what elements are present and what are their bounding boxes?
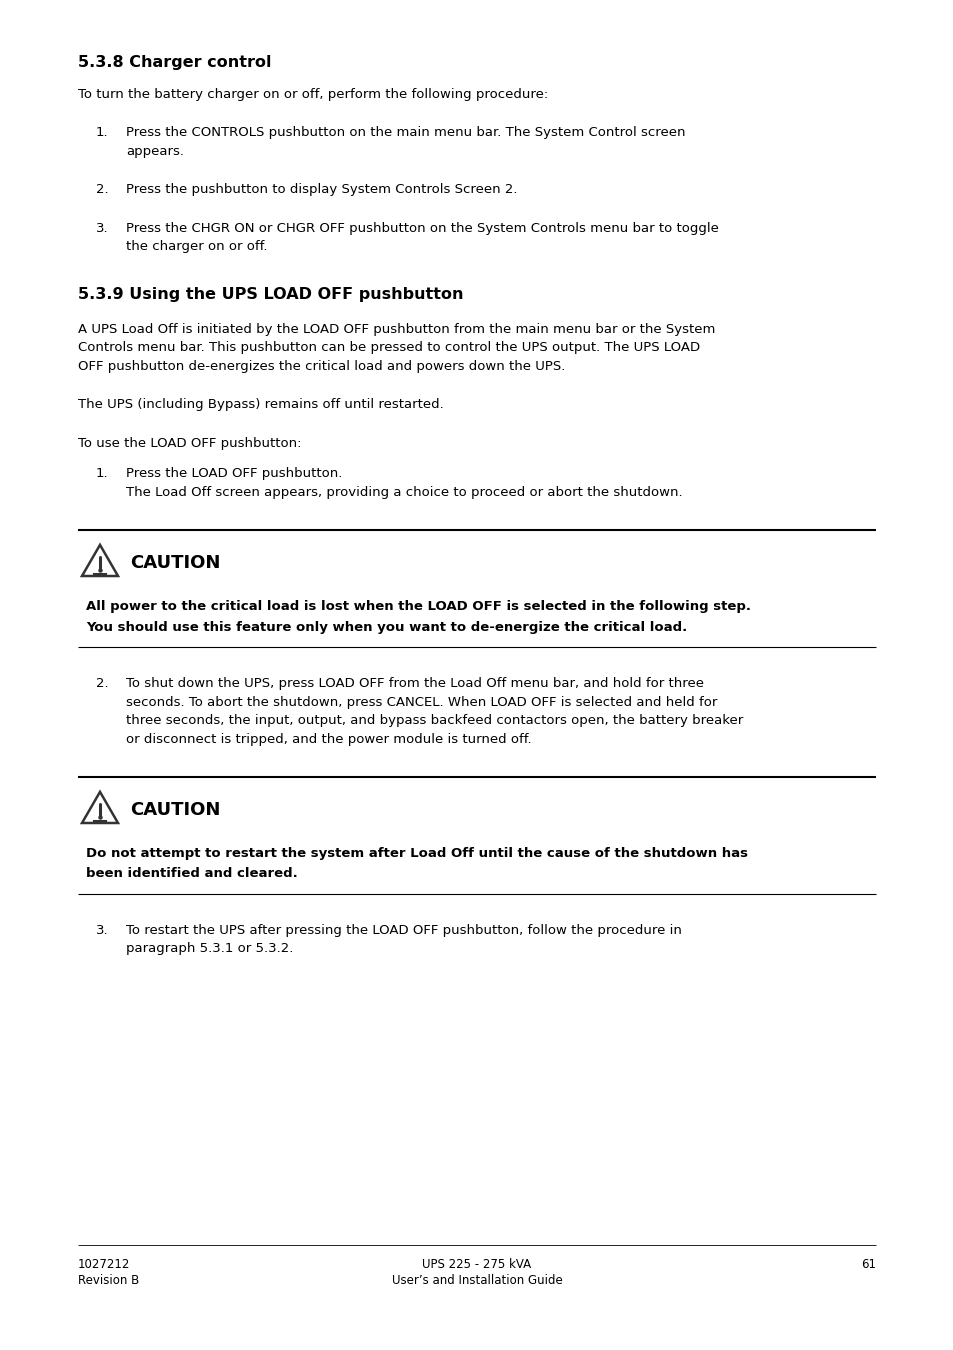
Text: 1.: 1. — [96, 127, 109, 139]
Text: All power to the critical load is lost when the LOAD OFF is selected in the foll: All power to the critical load is lost w… — [86, 599, 750, 613]
Text: The UPS (including Bypass) remains off until restarted.: The UPS (including Bypass) remains off u… — [78, 398, 443, 410]
Text: You should use this feature only when you want to de-energize the critical load.: You should use this feature only when yo… — [86, 621, 686, 633]
Text: OFF pushbutton de-energizes the critical load and powers down the UPS.: OFF pushbutton de-energizes the critical… — [78, 359, 565, 373]
Text: To use the LOAD OFF pushbutton:: To use the LOAD OFF pushbutton: — [78, 436, 301, 450]
Text: the charger on or off.: the charger on or off. — [126, 240, 267, 254]
Text: CAUTION: CAUTION — [130, 801, 220, 819]
Text: To shut down the UPS, press LOAD OFF from the Load Off menu bar, and hold for th: To shut down the UPS, press LOAD OFF fro… — [126, 676, 703, 690]
Text: 5.3.9 Using the UPS LOAD OFF pushbutton: 5.3.9 Using the UPS LOAD OFF pushbutton — [78, 286, 463, 302]
Text: 1.: 1. — [96, 467, 109, 481]
Text: UPS 225 - 275 kVA: UPS 225 - 275 kVA — [422, 1258, 531, 1270]
Text: To restart the UPS after pressing the LOAD OFF pushbutton, follow the procedure : To restart the UPS after pressing the LO… — [126, 923, 681, 937]
Text: CAUTION: CAUTION — [130, 554, 220, 572]
Text: three seconds, the input, output, and bypass backfeed contactors open, the batte: three seconds, the input, output, and by… — [126, 714, 742, 728]
Text: 2.: 2. — [96, 184, 109, 196]
Text: Press the LOAD OFF pushbutton.: Press the LOAD OFF pushbutton. — [126, 467, 342, 481]
Text: 2.: 2. — [96, 676, 109, 690]
Text: 61: 61 — [861, 1258, 875, 1270]
Text: To turn the battery charger on or off, perform the following procedure:: To turn the battery charger on or off, p… — [78, 88, 548, 101]
Text: appears.: appears. — [126, 144, 184, 158]
Text: 3.: 3. — [96, 221, 109, 235]
Text: 5.3.8 Charger control: 5.3.8 Charger control — [78, 55, 272, 70]
Text: 3.: 3. — [96, 923, 109, 937]
Text: A UPS Load Off is initiated by the LOAD OFF pushbutton from the main menu bar or: A UPS Load Off is initiated by the LOAD … — [78, 323, 715, 336]
Text: 1027212: 1027212 — [78, 1258, 131, 1270]
Text: paragraph 5.3.1 or 5.3.2.: paragraph 5.3.1 or 5.3.2. — [126, 942, 294, 956]
Text: Press the pushbutton to display System Controls Screen 2.: Press the pushbutton to display System C… — [126, 184, 517, 196]
Text: or disconnect is tripped, and the power module is turned off.: or disconnect is tripped, and the power … — [126, 733, 531, 745]
Text: seconds. To abort the shutdown, press CANCEL. When LOAD OFF is selected and held: seconds. To abort the shutdown, press CA… — [126, 695, 717, 709]
Text: Do not attempt to restart the system after Load Off until the cause of the shutd: Do not attempt to restart the system aft… — [86, 846, 747, 860]
Text: Press the CHGR ON or CHGR OFF pushbutton on the System Controls menu bar to togg: Press the CHGR ON or CHGR OFF pushbutton… — [126, 221, 719, 235]
Text: The Load Off screen appears, providing a choice to proceed or abort the shutdown: The Load Off screen appears, providing a… — [126, 486, 682, 498]
Text: been identified and cleared.: been identified and cleared. — [86, 868, 297, 880]
Text: Press the CONTROLS pushbutton on the main menu bar. The System Control screen: Press the CONTROLS pushbutton on the mai… — [126, 127, 685, 139]
Text: Controls menu bar. This pushbutton can be pressed to control the UPS output. The: Controls menu bar. This pushbutton can b… — [78, 342, 700, 354]
Text: Revision B: Revision B — [78, 1274, 139, 1287]
Text: User’s and Installation Guide: User’s and Installation Guide — [392, 1274, 561, 1287]
